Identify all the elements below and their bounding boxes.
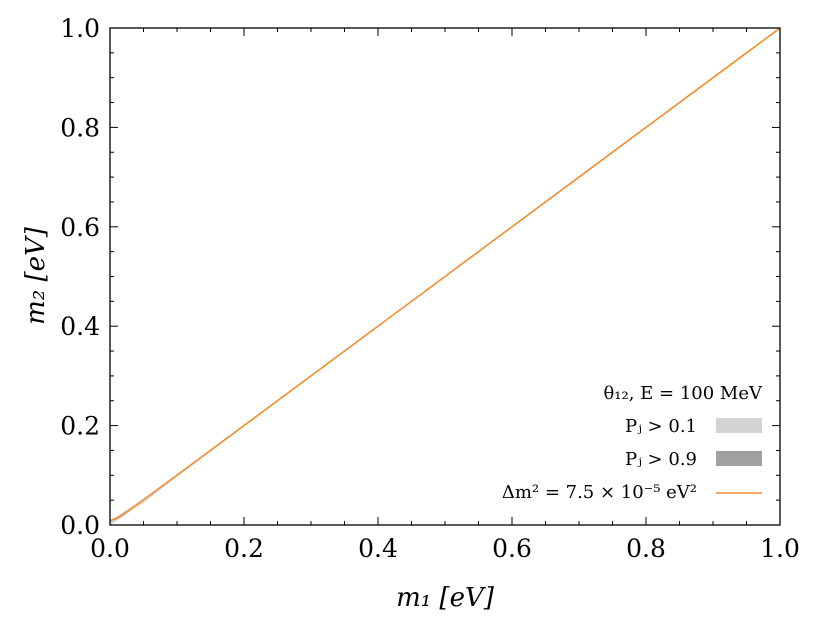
series-line-0 [109,27,781,522]
legend-title: θ₁₂, E = 100 MeV [603,383,763,404]
x-axis-label: m₁ [eV] [396,583,495,613]
x-tick-label: 0.8 [626,534,666,563]
legend-swatch-region-high [716,451,762,466]
ticks-layer [109,27,781,526]
y-tick-label: 0.0 [60,511,100,540]
tick-labels-layer: 0.0 0.2 0.4 0.6 0.8 1.0 0.0 0.2 0.4 0.6 0.8 1.0 [60,14,800,563]
y-tick-label: 0.4 [60,312,100,341]
legend: θ₁₂, E = 100 MeV Pⱼ > 0.1 Pⱼ > 0.9 Δm² =… [502,383,763,503]
x-tick-label: 0.2 [224,534,264,563]
x-tick-label: 0.0 [90,534,130,563]
legend-label-region-low: Pⱼ > 0.1 [625,416,697,437]
y-axis-label: m₂ [eV] [21,226,51,325]
y-tick-label: 1.0 [60,14,100,43]
legend-label-series: Δm² = 7.5 × 10⁻⁵ eV² [502,482,697,503]
y-tick-label: 0.2 [60,412,100,441]
x-tick-label: 1.0 [760,534,800,563]
legend-swatch-region-low [716,418,762,433]
series-layer [109,27,781,522]
y-tick-label: 0.6 [60,213,100,242]
x-tick-label: 0.6 [492,534,532,563]
legend-label-region-high: Pⱼ > 0.9 [625,449,697,470]
x-tick-label: 0.4 [358,534,398,563]
y-tick-label: 0.8 [60,113,100,142]
